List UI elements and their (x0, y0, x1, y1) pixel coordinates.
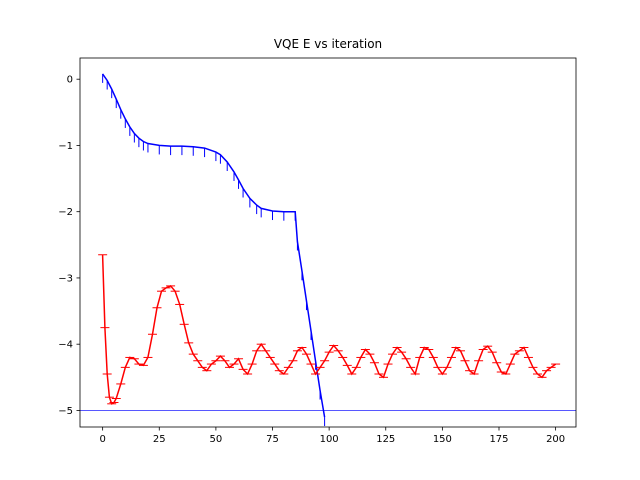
series-layer (98, 73, 561, 427)
x-tick-label: 100 (320, 434, 339, 445)
x-tick-label: 175 (489, 434, 508, 445)
y-tick-label: 0 (67, 75, 73, 86)
y-tick-label: −4 (58, 340, 73, 351)
axes-layer: 0 25 50 75 100 125 150 175 200 0 −1 −2 −3 −4 −5 (58, 75, 565, 445)
chart-title: VQE E vs iteration (274, 37, 382, 51)
y-tick-label: −2 (58, 207, 73, 218)
y-tick-label: −3 (58, 273, 73, 284)
x-tick-label: 125 (376, 434, 395, 445)
series-line (101, 73, 326, 418)
plot-frame (79, 57, 577, 428)
x-tick-label: 50 (210, 434, 223, 445)
x-tick-label: 25 (153, 434, 166, 445)
series-1 (98, 254, 561, 405)
y-tick-label: −1 (58, 141, 73, 152)
x-tick-label: 0 (99, 434, 105, 445)
x-tick-label: 75 (266, 434, 279, 445)
x-tick-label: 150 (433, 434, 452, 445)
y-tick-label: −5 (58, 406, 73, 417)
x-tick-label: 200 (546, 434, 565, 445)
series-0 (101, 73, 326, 427)
